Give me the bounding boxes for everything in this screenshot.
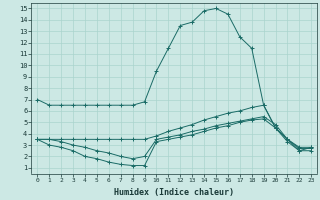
- X-axis label: Humidex (Indice chaleur): Humidex (Indice chaleur): [114, 188, 234, 197]
